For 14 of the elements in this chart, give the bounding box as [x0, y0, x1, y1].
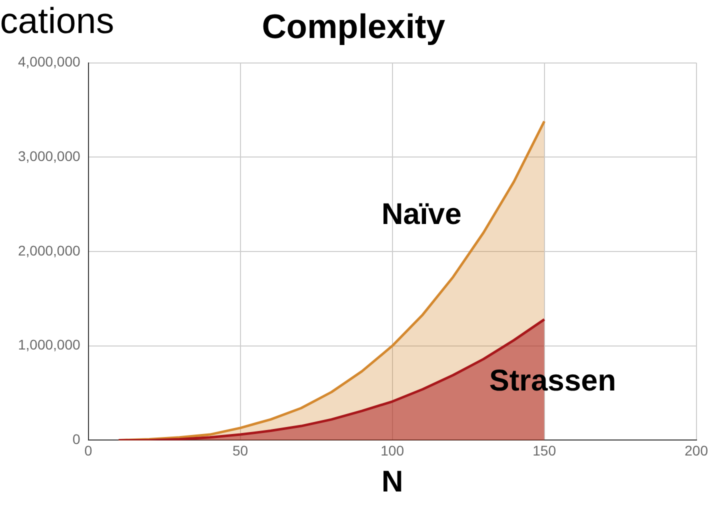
text: cations	[0, 0, 114, 42]
y-tick-label: 2,000,000	[18, 242, 80, 258]
x-tick-label: 150	[532, 442, 556, 458]
y-tick-label: 1,000,000	[18, 336, 80, 353]
x-tick-label: 0	[84, 442, 92, 458]
x-tick-label: 50	[232, 442, 248, 458]
chart-title: Complexity	[262, 8, 446, 46]
series-label: Naïve	[381, 198, 462, 231]
x-tick-label: 100	[380, 442, 404, 458]
x-axis-title: N	[381, 465, 404, 498]
x-tick-label: 200	[684, 442, 708, 458]
y-tick-label: 3,000,000	[18, 148, 80, 164]
y-tick-label: 4,000,000	[18, 54, 80, 70]
y-tick-label: 0	[72, 431, 80, 448]
